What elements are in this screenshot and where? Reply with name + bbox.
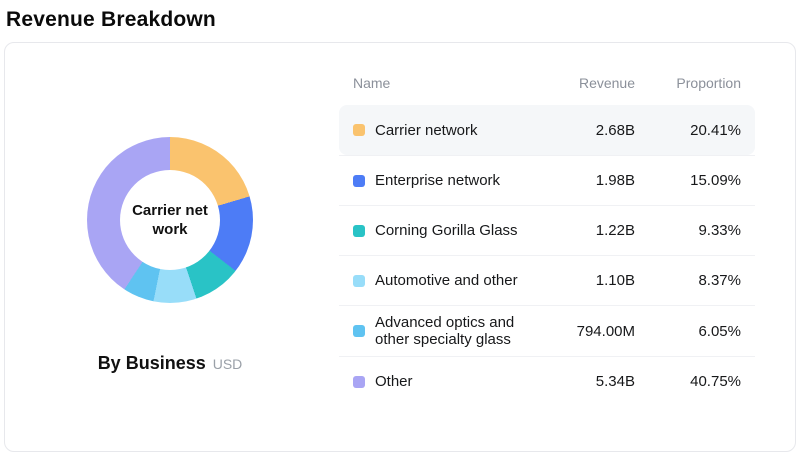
table-body: Carrier network 2.68B 20.41% Enterprise net… [339, 105, 755, 406]
series-revenue: 5.34B [595, 373, 635, 390]
series-color-swatch [353, 174, 365, 187]
donut-hole [120, 170, 220, 270]
series-name-cell: Other [353, 373, 527, 390]
series-proportion: 6.05% [698, 322, 741, 340]
chart-unit: USD [212, 356, 243, 372]
series-name-cell: Carrier network [353, 122, 527, 139]
series-name: Corning Gorilla Glass [375, 222, 518, 239]
series-name: Enterprise network [375, 172, 501, 189]
table-row[interactable]: Enterprise network 1.98B 15.09% [339, 155, 755, 205]
series-proportion: 15.09% [690, 172, 741, 189]
series-color-swatch [353, 124, 365, 136]
table-header-proportion: Proportion [676, 75, 741, 91]
series-color-swatch [353, 375, 365, 388]
series-color-swatch [353, 325, 365, 337]
series-revenue: 1.98B [595, 172, 635, 189]
series-name-cell: Enterprise network [353, 172, 527, 189]
series-proportion: 20.41% [690, 121, 741, 139]
table-row[interactable]: Corning Gorilla Glass 1.22B 9.33% [339, 205, 755, 255]
donut-center-label-line1: Carrier net [132, 201, 208, 219]
table-row[interactable]: Carrier network 2.68B 20.41% [339, 105, 755, 155]
series-revenue: 1.10B [595, 272, 635, 289]
series-name-cell: Advanced optics and other specialty glas… [353, 314, 527, 348]
chart-title: By Business [97, 353, 206, 373]
series-name: Carrier network [375, 121, 478, 139]
table-row[interactable]: Advanced optics and other specialty glas… [339, 305, 755, 356]
chart-caption: By Business USD [98, 353, 243, 374]
series-proportion: 40.75% [690, 373, 741, 390]
table-header-row: Name Revenue Proportion [339, 75, 755, 105]
series-name: Other [375, 373, 413, 390]
table-row[interactable]: Other 5.34B 40.75% [339, 356, 755, 406]
series-revenue: 2.68B [595, 121, 635, 139]
series-revenue: 1.22B [595, 222, 635, 239]
table-row[interactable]: Automotive and other 1.10B 8.37% [339, 255, 755, 305]
series-color-swatch [353, 224, 365, 237]
breakdown-table: Name Revenue Proportion Carrier network 2… [335, 43, 795, 451]
series-name-cell: Corning Gorilla Glass [353, 222, 527, 239]
donut-chart[interactable]: Carrier net work [87, 137, 253, 303]
table-header-revenue: Revenue [578, 75, 635, 91]
page: Revenue Breakdown Carrier net work By Bu… [4, 8, 796, 452]
series-color-swatch [353, 274, 365, 287]
revenue-breakdown-card: Carrier net work By Business USD Name Re… [4, 42, 796, 452]
series-name: Advanced optics and other specialty glas… [375, 314, 515, 348]
series-name-cell: Automotive and other [353, 272, 527, 289]
donut-center-label: Carrier net work [87, 137, 253, 303]
series-proportion: 9.33% [698, 222, 741, 239]
chart-column: Carrier net work By Business USD [5, 43, 335, 451]
series-name: Automotive and other [375, 272, 518, 289]
table-header-name: Name [353, 75, 391, 91]
series-proportion: 8.37% [698, 272, 741, 289]
donut-center-label-line2: work [152, 221, 188, 238]
page-title: Revenue Breakdown [6, 8, 216, 31]
series-revenue: 794.00M [576, 322, 635, 340]
